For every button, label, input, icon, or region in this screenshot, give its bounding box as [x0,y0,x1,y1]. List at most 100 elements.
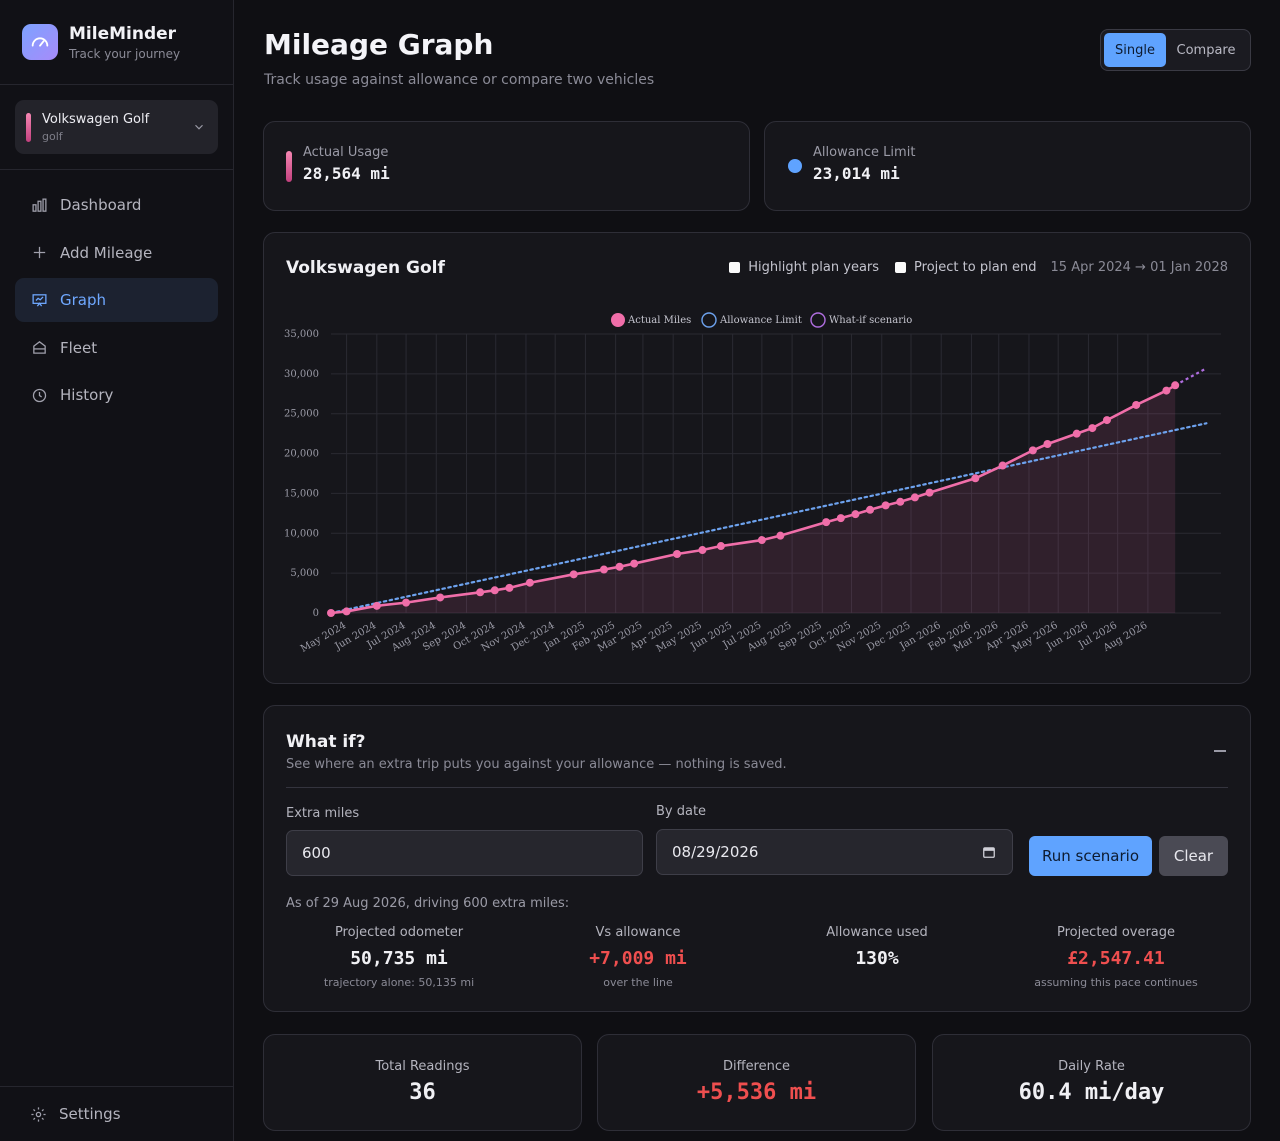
actual-data-point [698,546,707,555]
main-nav: Dashboard Add Mileage Graph Fleet Histor… [0,170,233,417]
settings-link[interactable]: Settings [0,1086,233,1141]
y-tick-label: 0 [313,608,319,619]
actual-data-point [436,593,445,602]
by-date-input[interactable]: 08/29/2026 [656,829,1013,875]
actual-data-point [896,497,905,506]
chart-bars-icon [30,196,48,214]
actual-data-point [1028,446,1037,455]
result-value: +7,009 mi [589,948,687,969]
nav-item-dashboard[interactable]: Dashboard [15,183,218,227]
projected-odometer-result: Projected odometer 50,735 mi trajectory … [279,925,519,989]
chevron-down-icon [192,119,206,138]
whatif-scenario-line [1174,367,1207,387]
nav-label-history: History [60,386,114,404]
projected-overage-result: Projected overage £2,547.41 assuming thi… [996,925,1236,989]
total-readings-value: 36 [409,1080,436,1105]
allowance-limit-card: Allowance Limit 23,014 mi [764,121,1251,211]
whatif-card: What if? See where an extra trip puts yo… [263,705,1251,1012]
vehicle-name: Volkswagen Golf [42,112,150,127]
nav-item-history[interactable]: History [15,373,218,417]
actual-data-point [866,505,875,514]
mode-compare-button[interactable]: Compare [1176,42,1236,58]
actual-data-point [1102,416,1111,425]
actual-usage-value: 28,564 mi [303,164,390,183]
actual-area [331,385,1176,613]
actual-data-point [757,536,766,545]
actual-data-point [881,501,890,510]
legend-whatif-marker[interactable] [810,312,826,328]
actual-data-point [716,542,725,551]
calendar-icon[interactable] [982,845,996,863]
by-date-value: 08/29/2026 [672,843,759,861]
actual-data-point [569,570,578,579]
difference-value: +5,536 mi [696,1080,817,1105]
sidebar: MileMinder Track your journey Volkswagen… [0,0,234,1141]
clear-button[interactable]: Clear [1159,836,1228,876]
difference-label: Difference [722,1059,791,1074]
actual-data-point [342,607,351,616]
whatif-subtitle: See where an extra trip puts you against… [286,757,787,772]
allowance-limit-label: Allowance Limit [813,145,916,160]
highlight-plan-years-checkbox[interactable] [729,262,741,273]
actual-data-point [998,461,1007,470]
legend-allowance-marker[interactable] [701,312,717,328]
actual-data-point [910,493,919,502]
legend-allowance-label: Allowance Limit [719,315,802,326]
y-tick-label: 10,000 [284,528,319,539]
allowance-limit-value: 23,014 mi [813,164,900,183]
legend-whatif-label: What-if scenario [829,315,912,326]
total-readings-card: Total Readings 36 [263,1034,582,1131]
difference-card: Difference +5,536 mi [597,1034,916,1131]
nav-item-graph[interactable]: Graph [15,278,218,322]
brand[interactable]: MileMinder Track your journey [0,0,233,85]
as-of-text: As of 29 Aug 2026, driving 600 extra mil… [286,896,570,911]
actual-usage-card: Actual Usage 28,564 mi [263,121,750,211]
actual-data-point [925,488,934,497]
daily-rate-card: Daily Rate 60.4 mi/day [932,1034,1251,1131]
vehicle-selector[interactable]: Volkswagen Golf golf [15,100,218,154]
project-to-plan-end-checkbox[interactable] [895,262,907,273]
by-date-label: By date [656,804,707,819]
actual-data-point [1088,424,1097,433]
actual-data-point [1072,429,1081,438]
mode-toggle: Single Compare [1100,29,1251,71]
allowance-used-result: Allowance used 130% [757,925,997,969]
result-note: assuming this pace continues [1034,976,1198,989]
actual-data-point [525,578,534,587]
actual-data-point [372,601,381,610]
chart-legend: Actual Miles Allowance Limit What-if sce… [611,312,912,328]
actual-data-point [490,586,499,595]
y-tick-label: 20,000 [284,449,319,460]
actual-data-point [673,550,682,559]
result-label: Allowance used [826,925,928,940]
result-label: Projected odometer [334,925,464,940]
app-tagline: Track your journey [69,46,181,61]
nav-label-graph: Graph [60,291,107,309]
settings-label: Settings [59,1105,121,1123]
actual-data-point [1162,386,1171,395]
vehicle-sub: golf [42,130,63,143]
project-to-plan-end-label: Project to plan end [914,260,1037,275]
collapse-icon[interactable] [1214,750,1226,752]
y-tick-label: 30,000 [284,369,319,380]
nav-item-fleet[interactable]: Fleet [15,326,218,370]
clock-icon [30,386,48,404]
legend-actual-marker[interactable] [611,313,625,327]
run-scenario-button[interactable]: Run scenario [1029,836,1152,876]
legend-actual-label: Actual Miles [627,315,691,326]
plus-icon [30,244,48,262]
mode-single-button[interactable]: Single [1104,33,1166,67]
presentation-chart-icon [30,291,48,309]
extra-miles-input[interactable]: 600 [286,830,643,876]
mileage-chart: Actual Miles Allowance Limit What-if sce… [284,312,1221,655]
nav-item-add-mileage[interactable]: Add Mileage [15,231,218,275]
gear-icon [30,1106,47,1123]
nav-label-add-mileage: Add Mileage [60,243,153,262]
total-readings-label: Total Readings [375,1059,470,1074]
vehicle-color-bar [26,113,31,142]
result-note: over the line [603,976,673,989]
actual-data-point [836,514,845,523]
actual-data-point [615,562,624,571]
actual-data-point [1171,381,1180,390]
actual-data-point [851,510,860,519]
